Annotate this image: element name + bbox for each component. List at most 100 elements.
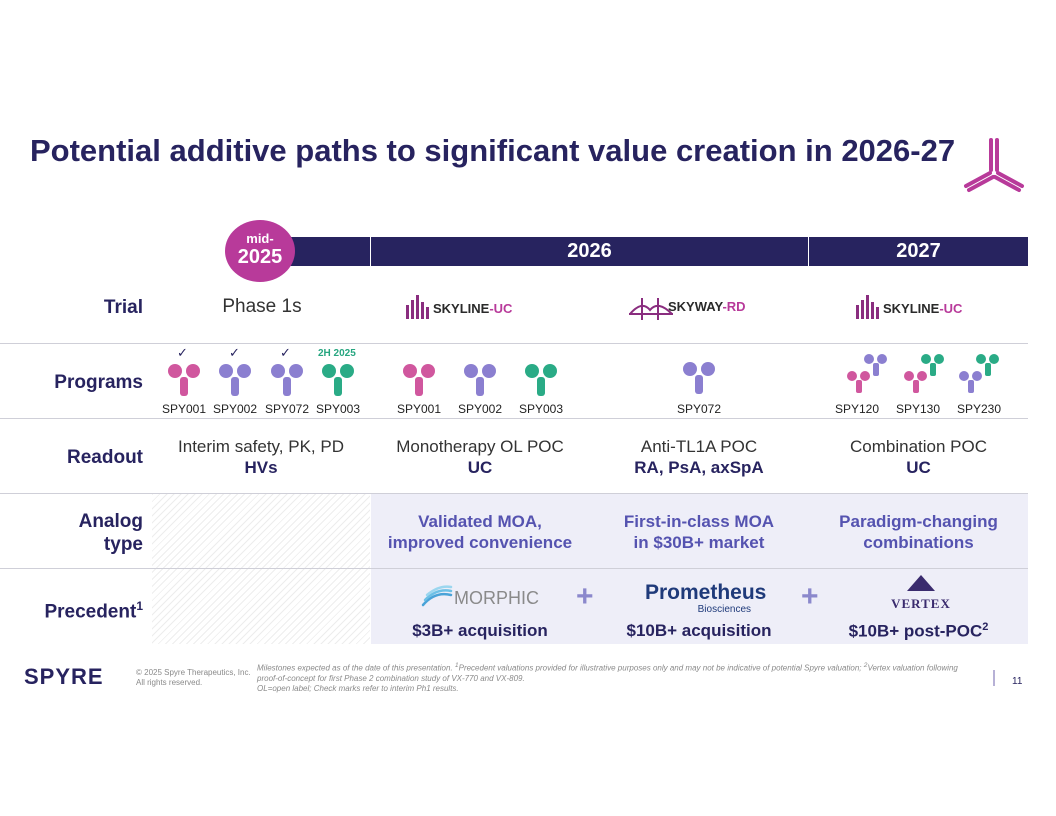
- precedent-value-text: $10B+ post-POC: [848, 621, 983, 641]
- page-title: Potential additive paths to significant …: [30, 133, 956, 168]
- precedent-sup: 1: [136, 599, 143, 613]
- bispecific-antibody-icon: [959, 354, 999, 393]
- tag-2h-2025: 2H 2025: [318, 348, 356, 359]
- analog-text: in $30B+ market: [633, 533, 765, 552]
- precedent-value: $10B+ acquisition: [626, 621, 772, 640]
- mid-year: 2025: [237, 246, 283, 268]
- program-label: SPY003: [315, 402, 361, 416]
- row-separator: [0, 493, 1028, 494]
- readout-col1: Interim safety, PK, PD HVs: [152, 436, 370, 478]
- svg-text:SKYLINE-UC: SKYLINE-UC: [433, 301, 513, 316]
- morphic-icon: MORPHIC: [421, 585, 539, 608]
- vertex-logo: VERTEX: [885, 574, 957, 611]
- readout-col4: Combination POC UC: [809, 436, 1028, 478]
- skyway-icon: SKYWAY-RD: [629, 298, 746, 320]
- page-divider: [993, 670, 995, 686]
- svg-text:SKYLINE-UC: SKYLINE-UC: [883, 301, 963, 316]
- antibody-icon: [683, 362, 715, 394]
- copyright-line: All rights reserved.: [136, 678, 203, 687]
- analog-line-1: Analog: [78, 511, 143, 532]
- skyline-suffix-2: -UC: [939, 301, 963, 316]
- skyway-suffix: -RD: [722, 299, 745, 314]
- row-label-analog: Analog type: [79, 510, 143, 556]
- row-label-readout: Readout: [67, 447, 143, 468]
- footnote-sup: 2: [863, 662, 868, 669]
- hatched-region: [152, 494, 370, 644]
- analog-col4: Paradigm-changing combinations: [809, 511, 1028, 553]
- mid-2025-badge: mid- 2025: [225, 220, 295, 282]
- program-label: SPY072: [676, 402, 722, 416]
- row-label-trial: Trial: [103, 297, 143, 318]
- spyre-mark-icon: [964, 138, 1024, 192]
- page-number: 11: [1012, 676, 1023, 687]
- row-separator: [0, 418, 1028, 419]
- program-label: SPY130: [895, 402, 941, 416]
- check-icon: ✓: [229, 345, 240, 360]
- antibody-icon: [464, 364, 496, 396]
- readout-bottom: HVs: [244, 458, 278, 477]
- row-label-precedent: Precedent1: [44, 595, 143, 623]
- copyright-line: © 2025 Spyre Therapeutics, Inc.: [136, 668, 251, 677]
- trial-phase1s: Phase 1s: [222, 296, 302, 317]
- readout-col2: Monotherapy OL POC UC: [371, 436, 589, 478]
- plus-icon: +: [576, 580, 594, 613]
- antibody-icon: [219, 364, 251, 396]
- footnote-mid: Precedent valuations provided for illust…: [458, 663, 864, 673]
- program-label: SPY002: [212, 402, 258, 416]
- vertex-triangle-icon: [907, 575, 935, 591]
- skyway-rd-logo: SKYWAY-RD: [628, 294, 778, 327]
- antibody-icon: [322, 364, 354, 396]
- analog-text: First-in-class MOA: [623, 512, 775, 531]
- skyline-text: SKYLINE: [433, 301, 490, 316]
- readout-bottom: UC: [906, 458, 931, 477]
- morphic-text: MORPHIC: [454, 588, 539, 608]
- mid-label: mid-: [246, 231, 274, 246]
- readout-bottom: RA, PsA, axSpA: [634, 458, 764, 477]
- analog-text: combinations: [863, 533, 974, 552]
- readout-top: Monotherapy OL POC: [396, 437, 564, 456]
- readout-bottom: UC: [467, 458, 493, 477]
- prometheus-text: Prometheus: [645, 581, 767, 604]
- readout-top: Interim safety, PK, PD: [178, 437, 344, 456]
- timeline-divider: [808, 237, 809, 266]
- vertex-text: VERTEX: [891, 596, 951, 611]
- skyline-text-2: SKYLINE: [883, 301, 940, 316]
- footnote-prefix: Milestones expected as of the date of th…: [257, 663, 455, 673]
- morphic-logo: MORPHIC: [421, 583, 541, 616]
- copyright: © 2025 Spyre Therapeutics, Inc. All righ…: [136, 668, 251, 688]
- prometheus-sub: Biosciences: [697, 604, 751, 615]
- bispecific-antibody-icon: [904, 354, 944, 393]
- footnotes: Milestones expected as of the date of th…: [257, 661, 977, 694]
- analog-text: Paradigm-changing: [839, 512, 998, 531]
- footnote-line2: OL=open label; Check marks refer to inte…: [257, 683, 459, 693]
- precedent-text: Precedent: [44, 601, 137, 623]
- svg-text:SKYWAY-RD: SKYWAY-RD: [668, 299, 746, 314]
- program-label: SPY001: [161, 402, 207, 416]
- footnote-sup: 1: [454, 662, 459, 669]
- antibody-icon: [271, 364, 303, 396]
- skyline-uc-logo: SKYLINE-UC: [405, 295, 550, 326]
- antibody-icon: [525, 364, 557, 396]
- prometheus-logo: Prometheus Biosciences: [645, 581, 767, 616]
- precedent-value: $10B+ post-POC2: [809, 621, 1028, 642]
- row-label-programs: Programs: [54, 372, 143, 393]
- skyline-suffix: -UC: [489, 301, 513, 316]
- analog-line-2: type: [103, 534, 143, 555]
- footnote-rest: Vertex valuation following proof-of-conc…: [257, 663, 958, 683]
- program-label: SPY120: [834, 402, 880, 416]
- program-label: SPY001: [396, 402, 442, 416]
- analog-text: improved convenience: [387, 533, 573, 552]
- plus-icon: +: [801, 580, 819, 613]
- skyline-icon: SKYLINE-UC: [856, 295, 963, 319]
- program-label: SPY230: [956, 402, 1002, 416]
- skyway-text: SKYWAY: [668, 299, 723, 314]
- analog-col2: Validated MOA, improved convenience: [371, 511, 589, 553]
- spyre-brand-logo: SPYRE: [24, 664, 104, 689]
- program-label: SPY072: [264, 402, 310, 416]
- bispecific-antibody-icon: [847, 354, 887, 393]
- row-separator: [0, 343, 1028, 344]
- precedent-value: $3B+ acquisition: [412, 621, 548, 640]
- antibody-icon: [403, 364, 435, 396]
- program-label: SPY002: [457, 402, 503, 416]
- skyline-icon: SKYLINE-UC: [406, 295, 513, 319]
